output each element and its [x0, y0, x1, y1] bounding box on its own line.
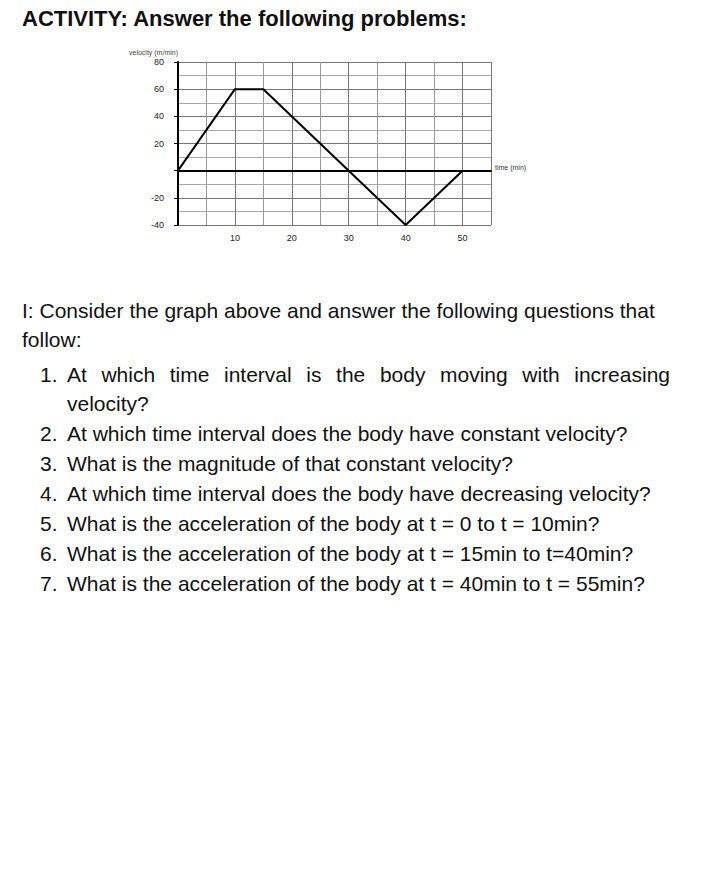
- html-text:At which time interval does th: At which time interval does the body hav…: [67, 482, 651, 505]
- html-text:7.: 7.: [40, 572, 58, 595]
- svg-text:20: 20: [287, 233, 297, 243]
- html-text:1.: 1.: [40, 363, 58, 386]
- html-text:What is the acceleration of th: What is the acceleration of the body at …: [67, 572, 645, 595]
- html-text:I: Consider the graph above an: I: Consider the graph above and answer t…: [22, 299, 655, 351]
- html-text:What is the magnitude of that: What is the magnitude of that constant v…: [67, 452, 513, 475]
- svg-text:velocity (m/min): velocity (m/min): [129, 49, 178, 57]
- svg-text:40: 40: [401, 233, 411, 243]
- html-text:At which time interval is the: At which time interval is the body movin…: [67, 363, 670, 415]
- svg-text:-40: -40: [151, 220, 164, 230]
- svg-text:time (min): time (min): [495, 164, 526, 172]
- html-text:2.: 2.: [40, 422, 58, 445]
- svg-text:50: 50: [458, 233, 468, 243]
- html-text:At which time interval does th: At which time interval does the body hav…: [67, 422, 628, 445]
- svg-text:40: 40: [154, 111, 164, 121]
- svg-text:20: 20: [154, 139, 164, 149]
- html-text:What is the acceleration of th: What is the acceleration of the body at …: [67, 512, 600, 535]
- svg-text:80: 80: [154, 57, 164, 67]
- html-text:ACTIVITY: Answer the following: ACTIVITY: Answer the following problems:: [22, 6, 467, 31]
- html-text:3.: 3.: [40, 452, 58, 475]
- html-text:What is the acceleration of th: What is the acceleration of the body at …: [67, 542, 634, 565]
- svg-text:-20: -20: [151, 193, 164, 203]
- svg-text:60: 60: [154, 84, 164, 94]
- html-text:4.: 4.: [40, 482, 58, 505]
- svg-text:10: 10: [230, 233, 240, 243]
- html-text:6.: 6.: [40, 542, 58, 565]
- svg-text:30: 30: [344, 233, 354, 243]
- html-text:5.: 5.: [40, 512, 58, 535]
